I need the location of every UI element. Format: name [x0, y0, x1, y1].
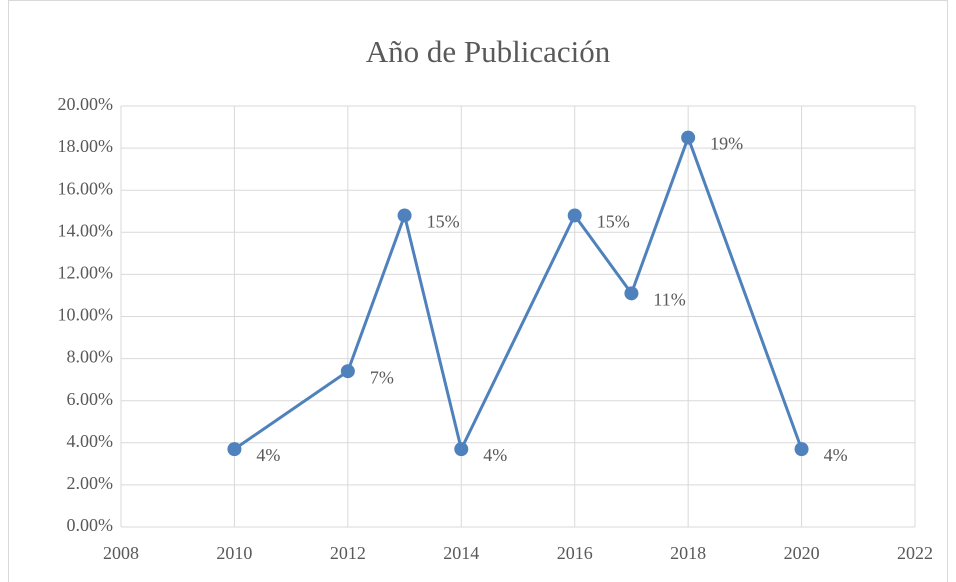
x-tick-label: 2008: [103, 543, 139, 563]
data-point: [397, 208, 412, 223]
x-tick-label: 2020: [784, 543, 820, 563]
data-label: 19%: [710, 134, 743, 154]
data-point: [624, 286, 639, 301]
data-label: 4%: [256, 445, 280, 465]
data-label: 7%: [370, 367, 394, 387]
x-tick-label: 2012: [330, 543, 366, 563]
data-label: 15%: [597, 212, 630, 232]
y-tick-label: 8.00%: [67, 347, 114, 367]
x-tick-label: 2014: [443, 543, 479, 563]
x-tick-label: 2022: [897, 543, 933, 563]
y-tick-label: 10.00%: [58, 305, 114, 325]
data-point: [567, 208, 582, 223]
y-tick-label: 14.00%: [58, 220, 114, 240]
x-tick-label: 2010: [216, 543, 252, 563]
y-tick-label: 12.00%: [58, 263, 114, 283]
data-label: 11%: [653, 289, 685, 309]
x-tick-label: 2016: [557, 543, 593, 563]
data-point: [454, 442, 469, 457]
y-tick-label: 20.00%: [58, 94, 114, 114]
data-point: [681, 130, 696, 145]
data-point: [794, 442, 809, 457]
y-tick-label: 6.00%: [67, 389, 114, 409]
data-point: [227, 442, 242, 457]
chart-border: [8, 0, 948, 582]
y-tick-label: 18.00%: [58, 136, 114, 156]
series-line: [233, 136, 803, 451]
data-label: 4%: [483, 445, 507, 465]
data-point: [340, 364, 355, 379]
data-label: 15%: [427, 212, 460, 232]
y-tick-label: 2.00%: [67, 473, 114, 493]
y-tick-label: 4.00%: [67, 431, 114, 451]
data-label: 4%: [824, 445, 848, 465]
chart-title: Año de Publicación: [366, 34, 611, 69]
y-tick-label: 16.00%: [58, 178, 114, 198]
y-tick-label: 0.00%: [67, 515, 114, 535]
x-tick-label: 2018: [670, 543, 706, 563]
